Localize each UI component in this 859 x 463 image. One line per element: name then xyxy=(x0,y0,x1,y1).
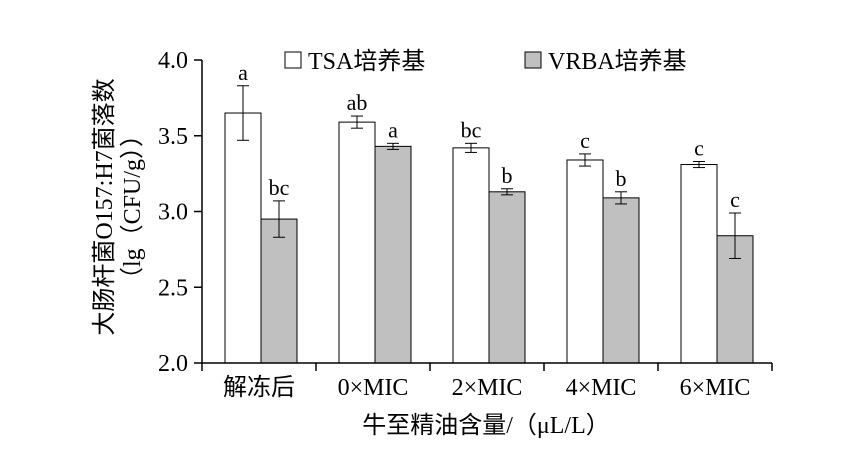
bar-vrba-0 xyxy=(260,218,298,364)
x-axis-title: 牛至精油含量/（μL/L） xyxy=(362,412,610,439)
legend-label-0: TSA培养基 xyxy=(308,48,425,75)
legend-swatch-0 xyxy=(284,51,302,69)
significance-letter-1-2: b xyxy=(502,163,513,188)
x-tick-label-1: 0×MIC xyxy=(338,375,409,401)
x-tick-label-2: 2×MIC xyxy=(452,375,523,401)
y-tick-label-3: 3.5 xyxy=(158,124,188,150)
significance-letter-1-3: b xyxy=(616,166,627,191)
bar-tsa-0 xyxy=(224,112,262,364)
bar-tsa-4 xyxy=(680,164,718,364)
significance-letter-0-0: a xyxy=(238,60,248,85)
y-tick-label-1: 2.5 xyxy=(158,275,188,301)
legend-swatch-1 xyxy=(524,51,542,69)
significance-letter-0-4: c xyxy=(694,136,704,161)
significance-letter-0-3: c xyxy=(580,128,590,153)
significance-letter-0-2: bc xyxy=(461,117,482,142)
y-axis-title-line1: 大肠杆菌O157:H7菌落数 xyxy=(91,78,118,335)
bar-tsa-1 xyxy=(338,121,376,364)
x-tick-label-3: 4×MIC xyxy=(566,375,637,401)
bar-tsa-2 xyxy=(452,147,490,364)
axes: 2.0 2.5 3.0 3.5 4.0 解冻后 0×MIC 2×MIC 4×MIC 6×MIC xyxy=(158,48,773,401)
y-axis-title-line2: （lg（CFU/g）） xyxy=(120,123,146,291)
significance-letter-0-1: ab xyxy=(347,90,368,115)
significance-letter-1-1: a xyxy=(388,117,398,142)
bar-tsa-3 xyxy=(566,159,604,364)
bar-vrba-3 xyxy=(602,197,640,364)
bar-vrba-2 xyxy=(488,191,526,364)
legend-label-1: VRBA培养基 xyxy=(548,48,687,75)
x-tick-label-4: 6×MIC xyxy=(680,375,751,401)
y-tick-label-4: 4.0 xyxy=(158,48,188,74)
x-tick-label-0: 解冻后 xyxy=(223,374,295,401)
legend: TSA培养基 VRBA培养基 xyxy=(284,48,687,75)
significance-letter-1-0: bc xyxy=(269,175,290,200)
y-tick-label-2: 3.0 xyxy=(158,200,188,226)
bar-vrba-1 xyxy=(374,145,412,364)
y-tick-label-0: 2.0 xyxy=(158,351,188,377)
significance-letter-1-4: c xyxy=(730,187,740,212)
